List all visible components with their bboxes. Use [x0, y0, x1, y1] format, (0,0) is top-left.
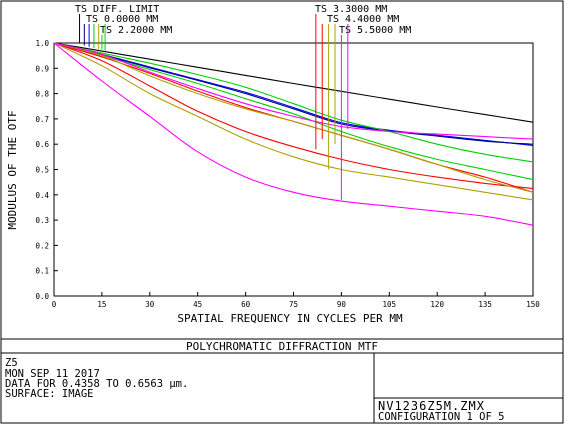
x-tick-label: 120 [430, 300, 444, 309]
series-layer [53, 42, 534, 226]
y-tick-label: 0.7 [35, 115, 49, 124]
series-line-7 [53, 42, 534, 193]
footer-line-4: SURFACE: IMAGE [5, 388, 94, 400]
configuration-label: CONFIGURATION 1 OF 5 [378, 411, 504, 423]
legend-entry-label: TS 4.4000 MM [327, 14, 399, 25]
axis-ticks [53, 42, 534, 297]
x-tick-label: 30 [145, 300, 155, 309]
x-tick-label: 150 [526, 300, 540, 309]
series-line-2 [53, 42, 534, 145]
y-tick-label: 0.8 [35, 90, 49, 99]
y-tick-label: 0.3 [35, 216, 49, 225]
legend-entry-label: TS DIFF. LIMIT [75, 4, 159, 15]
plot-area [53, 42, 534, 297]
legend-entry-label: TS 5.5000 MM [339, 25, 411, 36]
legend-entry-label: TS 2.2000 MM [100, 25, 172, 36]
x-tick-label: 75 [289, 300, 298, 309]
x-tick-labels: 0 15 30 45 60 75 90 105 120 135 150 [52, 300, 541, 309]
x-axis-label: SPATIAL FREQUENCY IN CYCLES PER MM [177, 312, 403, 325]
file-name: NV1236Z5M.ZMX [378, 399, 485, 413]
legend-entry-label: TS 3.3000 MM [315, 4, 387, 15]
series-line-9 [53, 42, 534, 140]
series-line-6 [53, 42, 534, 190]
y-tick-label: 0.4 [35, 191, 49, 200]
y-tick-label: 0.1 [35, 267, 49, 276]
series-line-10 [53, 42, 534, 226]
y-tick-label: 0.9 [35, 64, 49, 73]
x-tick-label: 60 [241, 300, 251, 309]
x-tick-label: 135 [478, 300, 492, 309]
series-line-0 [53, 42, 534, 123]
series-line-4 [53, 42, 534, 181]
x-tick-label: 15 [97, 300, 106, 309]
x-tick-label: 0 [52, 300, 57, 309]
legend-entry-label: TS 0.0000 MM [86, 14, 158, 25]
y-axis-label: MODULUS OF THE OTF [6, 110, 19, 229]
series-line-1 [53, 42, 534, 147]
x-tick-label: 45 [193, 300, 202, 309]
y-tick-label: 1.0 [35, 39, 49, 48]
x-tick-label: 105 [383, 300, 397, 309]
footer-line-3: DATA FOR 0.4358 TO 0.6563 µm. [5, 378, 188, 390]
footer-line-1: Z5 [5, 357, 18, 369]
y-tick-label: 0.6 [35, 140, 49, 149]
series-line-3 [53, 42, 534, 163]
series-line-8 [53, 42, 534, 201]
y-tick-label: 0.0 [35, 292, 49, 301]
x-tick-label: 90 [337, 300, 347, 309]
y-tick-label: 0.2 [35, 241, 49, 250]
report-title: POLYCHROMATIC DIFFRACTION MTF [186, 340, 378, 353]
y-tick-label: 0.5 [35, 166, 49, 175]
footer-line-2: MON SEP 11 2017 [5, 368, 100, 380]
y-tick-labels: 0.0 0.1 0.2 0.3 0.4 0.5 0.6 0.7 0.8 0.9 1.0 [35, 39, 49, 301]
